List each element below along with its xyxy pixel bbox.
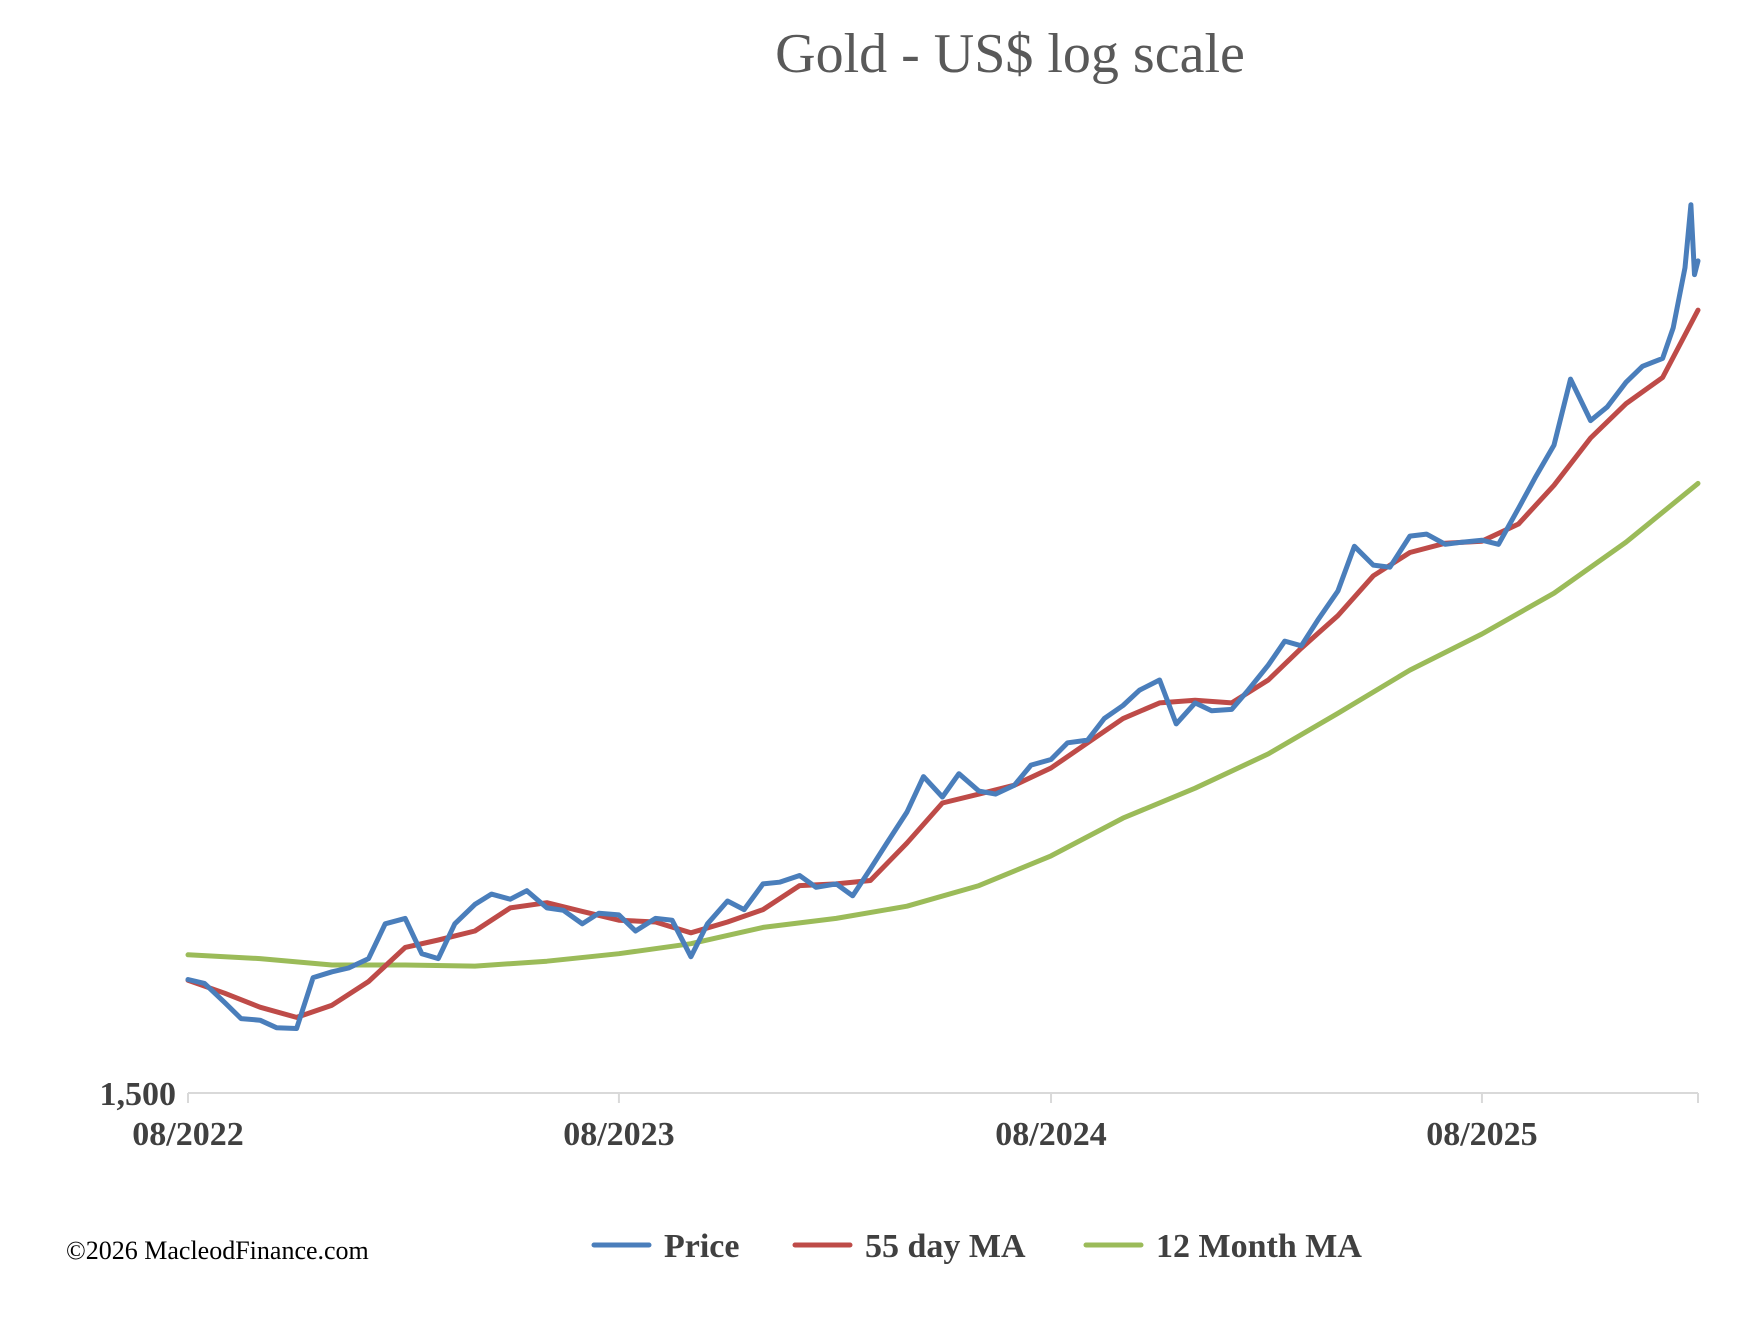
copyright-text: ©2026 MacleodFinance.com — [66, 1236, 369, 1265]
legend: Price 55 day MA 12 Month MA — [591, 1228, 1362, 1265]
y-axis-ticks: 1,500 — [100, 1076, 177, 1113]
series-line-55-day-ma — [185, 307, 1701, 1020]
chart-title: Gold - US$ log scale — [775, 23, 1245, 85]
series-line-price — [185, 202, 1701, 1031]
x-tick-label: 08/2023 — [563, 1116, 674, 1153]
series-line-12-month-ma — [185, 480, 1701, 969]
x-tick-label: 08/2022 — [132, 1116, 243, 1153]
series-layer — [185, 202, 1701, 1031]
x-tick-label: 08/2025 — [1426, 1116, 1537, 1153]
legend-label: Price — [664, 1228, 740, 1265]
legend-label: 12 Month MA — [1156, 1228, 1362, 1265]
legend-label: 55 day MA — [865, 1228, 1026, 1265]
y-tick-label: 1,500 — [100, 1076, 177, 1113]
x-axis-ticks: 08/2022 08/2023 08/2024 08/2025 — [132, 1093, 1699, 1153]
x-tick-label: 08/2024 — [995, 1116, 1106, 1153]
